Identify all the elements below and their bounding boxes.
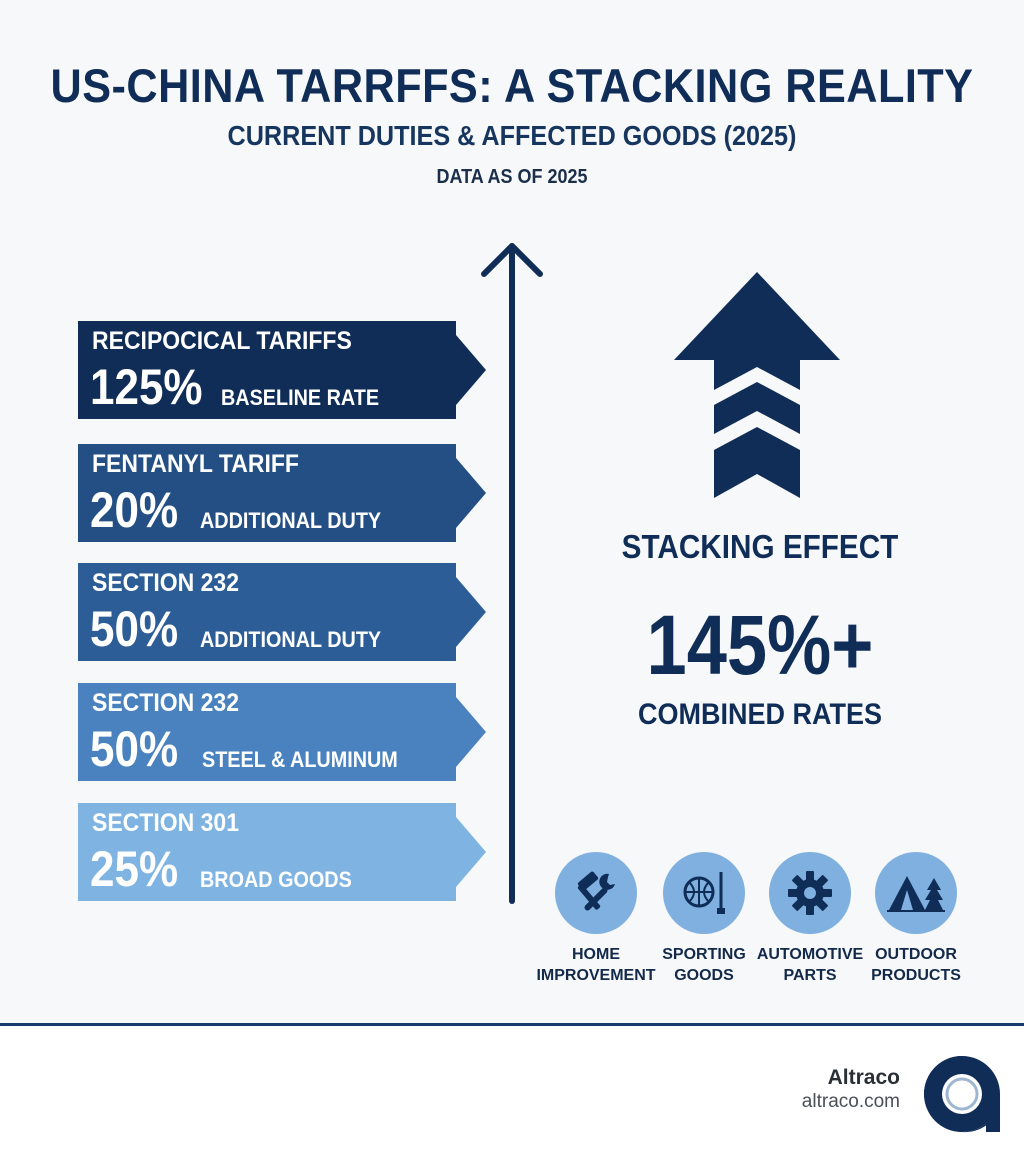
- category-automotive-parts: AUTOMOTIVE PARTS: [750, 852, 870, 986]
- data-date-note: DATA AS OF 2025: [436, 166, 588, 188]
- tariff-band-section-232-a: SECTION 232 50% ADDITIONAL DUTY: [78, 563, 486, 661]
- footer-divider: [0, 1023, 1024, 1026]
- stacking-effect-sublabel: COMBINED RATES: [637, 698, 883, 731]
- band-name: SECTION 232: [92, 689, 239, 717]
- band-arrow-shape: [78, 444, 486, 542]
- band-name: FENTANYL TARIFF: [92, 450, 299, 478]
- stacking-effect-label: STACKING EFFECT: [621, 528, 899, 565]
- band-arrow-shape: [78, 803, 486, 901]
- band-name: SECTION 232: [92, 569, 239, 597]
- stacking-arrow-icon: [674, 272, 840, 498]
- category-label: HOME IMPROVEMENT: [536, 946, 656, 984]
- page-title: US-CHINA TARRFFS: A STACKING REALITY: [50, 59, 974, 112]
- sports-ball-icon: [663, 852, 745, 934]
- brand-url: altraco.com: [801, 1091, 900, 1112]
- category-home-improvement: HOME IMPROVEMENT: [536, 852, 656, 986]
- band-name: SECTION 301: [92, 809, 239, 837]
- band-rate: 50%: [90, 601, 179, 657]
- band-description: BROAD GOODS: [200, 867, 352, 892]
- tariff-band-reciprocal: RECIPOCICAL TARIFFS 125% BASELINE RATE: [78, 321, 486, 419]
- band-name: RECIPOCICAL TARIFFS: [92, 327, 352, 355]
- band-description: STEEL & ALUMINUM: [202, 747, 398, 772]
- band-rate: 125%: [90, 359, 203, 415]
- band-rate: 20%: [90, 482, 179, 538]
- band-description: BASELINE RATE: [221, 385, 380, 410]
- band-description: ADDITIONAL DUTY: [200, 627, 382, 652]
- band-rate: 50%: [90, 721, 179, 777]
- band-rate: 25%: [90, 841, 179, 897]
- brand-name: Altraco: [827, 1066, 900, 1089]
- footer: [0, 1026, 1024, 1154]
- tools-icon: [555, 852, 637, 934]
- band-description: ADDITIONAL DUTY: [200, 508, 382, 533]
- category-sporting-goods: SPORTING GOODS: [644, 852, 764, 986]
- tent-icon: [875, 852, 957, 934]
- stacking-effect-value: 145%+: [646, 598, 874, 692]
- category-label: OUTDOOR PRODUCTS: [871, 946, 961, 984]
- band-arrow-shape: [78, 321, 486, 419]
- category-outdoor-products: OUTDOOR PRODUCTS: [856, 852, 976, 986]
- category-label: AUTOMOTIVE PARTS: [756, 946, 864, 984]
- altraco-logo-icon: [924, 1056, 1000, 1133]
- category-label: SPORTING GOODS: [662, 946, 746, 984]
- tariff-band-section-232-b: SECTION 232 50% STEEL & ALUMINUM: [78, 683, 486, 781]
- band-arrow-shape: [78, 563, 486, 661]
- page-subtitle: CURRENT DUTIES & AFFECTED GOODS (2025): [227, 120, 797, 151]
- tariff-band-section-301: SECTION 301 25% BROAD GOODS: [78, 803, 486, 901]
- band-arrow-shape: [78, 683, 486, 781]
- tariff-band-fentanyl: FENTANYL TARIFF 20% ADDITIONAL DUTY: [78, 444, 486, 542]
- gear-icon: [769, 852, 851, 934]
- vertical-arrow-icon: [481, 243, 543, 904]
